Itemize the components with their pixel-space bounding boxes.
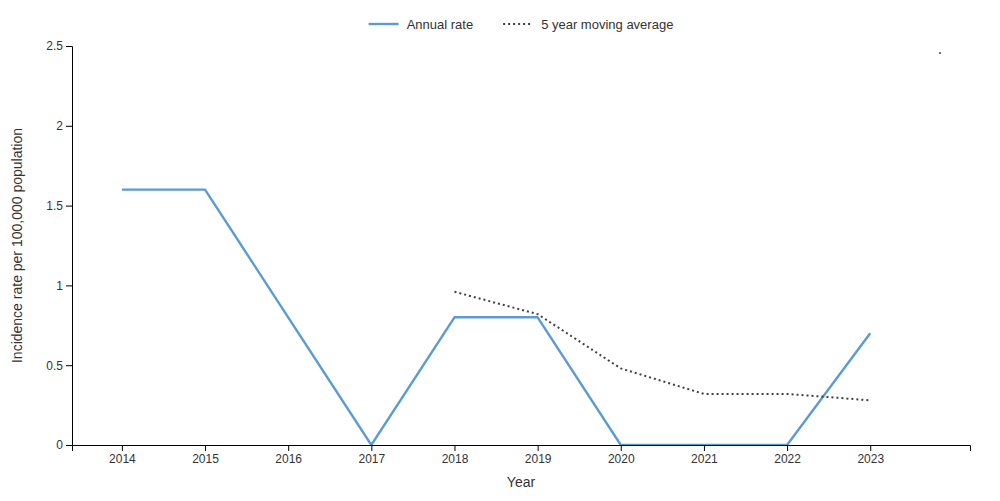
legend: Annual rate 5 year moving average — [369, 17, 674, 32]
legend-label: Annual rate — [407, 17, 474, 32]
tick: 2022 — [774, 445, 801, 466]
tick: 2 — [56, 119, 72, 133]
tick-label: 2.5 — [46, 39, 63, 53]
tick-label: 2023 — [857, 452, 884, 466]
tick: 2021 — [691, 445, 718, 466]
tick: 2017 — [358, 445, 385, 466]
tick-label: 1.5 — [46, 199, 63, 213]
tick-mark — [870, 445, 871, 451]
x-axis-title: Year — [507, 474, 536, 490]
tick-mark — [371, 445, 372, 451]
tick-mark — [205, 445, 206, 451]
x-axis-line — [73, 446, 971, 452]
tick: 2019 — [525, 445, 552, 466]
legend-swatch — [369, 23, 399, 25]
tick-label: 0 — [56, 438, 63, 452]
tick-label: 2021 — [691, 452, 718, 466]
tick-mark — [621, 445, 622, 451]
tick: 2.5 — [46, 39, 72, 53]
tick-mark — [454, 445, 455, 451]
series-line — [122, 190, 870, 445]
tick-mark — [66, 206, 72, 207]
tick-mark — [787, 445, 788, 451]
tick-label: 2017 — [358, 452, 385, 466]
tick-mark — [66, 445, 72, 446]
tick: 2015 — [192, 445, 219, 466]
tick: 0 — [56, 438, 72, 452]
tick: 1.5 — [46, 199, 72, 213]
legend-label: 5 year moving average — [541, 17, 673, 32]
tick-mark — [288, 445, 289, 451]
chart-container: 2014 2015 2016 2017 2018 2019 2020 2021 2022 2023… — [0, 0, 1000, 501]
tick-label: 2 — [56, 119, 63, 133]
annotation: . — [938, 40, 942, 57]
tick: 2016 — [275, 445, 302, 466]
tick-label: 2018 — [442, 452, 469, 466]
tick-label: 2020 — [608, 452, 635, 466]
tick-mark — [66, 365, 72, 366]
plot-area — [122, 190, 870, 445]
tick-mark — [66, 46, 72, 47]
tick-label: 2016 — [275, 452, 302, 466]
tick-mark — [66, 285, 72, 286]
chart: 2014 2015 2016 2017 2018 2019 2020 2021 2022 2023… — [0, 0, 1000, 501]
tick-label: 1 — [56, 279, 63, 293]
tick: 2014 — [109, 445, 136, 466]
series-line — [454, 292, 870, 401]
tick-mark — [122, 445, 123, 451]
tick-label: 2015 — [192, 452, 219, 466]
tick-label: 0.5 — [46, 359, 63, 373]
x-axis: 2014 2015 2016 2017 2018 2019 2020 2021 2022 2023 — [73, 445, 971, 466]
tick-mark — [538, 445, 539, 451]
tick-mark — [704, 445, 705, 451]
y-axis-line — [66, 47, 73, 446]
tick: 2020 — [608, 445, 635, 466]
y-axis-title: Incidence rate per 100,000 population — [9, 128, 25, 363]
tick-label: 2022 — [774, 452, 801, 466]
legend-swatch — [503, 23, 533, 25]
tick: 1 — [56, 279, 72, 293]
legend-item: Annual rate — [369, 17, 474, 32]
tick-mark — [66, 126, 72, 127]
legend-item: 5 year moving average — [503, 17, 673, 32]
tick: 2023 — [857, 445, 884, 466]
y-axis: 0 0.5 1 1.5 2 2.5 — [46, 39, 72, 452]
tick: 2018 — [442, 445, 469, 466]
tick-label: 2014 — [109, 452, 136, 466]
tick: 0.5 — [46, 359, 72, 373]
tick-label: 2019 — [525, 452, 552, 466]
